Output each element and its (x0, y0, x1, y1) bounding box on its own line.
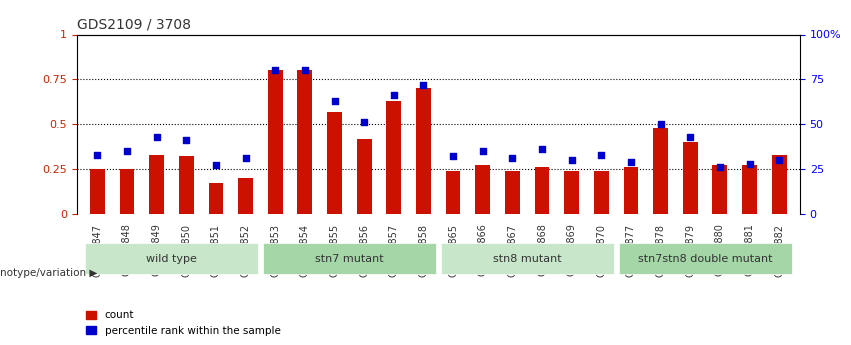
Text: GDS2109 / 3708: GDS2109 / 3708 (77, 18, 191, 32)
Bar (298, 70, 312, 214)
Bar (476, 166, 490, 214)
Point (595, 152, 608, 157)
Bar (534, 167, 550, 214)
Point (180, 138, 193, 143)
Bar (90, 169, 105, 214)
Point (357, 120, 371, 125)
Point (150, 134, 163, 139)
Point (683, 134, 697, 139)
Point (268, 68, 282, 73)
Point (713, 165, 727, 170)
Point (90, 152, 104, 157)
Point (743, 161, 757, 166)
Point (239, 156, 253, 161)
Bar (594, 171, 608, 214)
Point (773, 157, 786, 163)
Text: wild type: wild type (146, 254, 197, 264)
Point (535, 147, 549, 152)
FancyBboxPatch shape (441, 243, 614, 274)
Text: stn7 mutant: stn7 mutant (315, 254, 384, 264)
Bar (268, 70, 283, 214)
Bar (149, 155, 164, 214)
Point (209, 163, 223, 168)
Point (565, 157, 579, 163)
Bar (683, 142, 698, 214)
Point (654, 121, 667, 127)
Legend: count, percentile rank within the sample: count, percentile rank within the sample (82, 306, 285, 340)
Bar (238, 178, 253, 214)
Point (328, 98, 341, 104)
Bar (120, 169, 134, 214)
Bar (624, 167, 638, 214)
Text: stn7stn8 double mutant: stn7stn8 double mutant (637, 254, 773, 264)
FancyBboxPatch shape (619, 243, 792, 274)
Bar (742, 166, 757, 214)
Point (387, 93, 401, 98)
Bar (357, 139, 372, 214)
Bar (654, 128, 668, 214)
FancyBboxPatch shape (85, 243, 259, 274)
Bar (208, 184, 223, 214)
Bar (772, 155, 786, 214)
Point (624, 159, 637, 165)
Point (417, 82, 431, 88)
Point (476, 148, 489, 154)
Bar (712, 166, 728, 214)
Point (120, 148, 134, 154)
Point (505, 156, 519, 161)
Bar (446, 171, 460, 214)
Bar (179, 157, 194, 214)
Point (298, 68, 311, 73)
Bar (327, 112, 342, 214)
FancyBboxPatch shape (263, 243, 437, 274)
Bar (564, 171, 579, 214)
Text: stn8 mutant: stn8 mutant (493, 254, 562, 264)
Text: genotype/variation ▶: genotype/variation ▶ (0, 268, 97, 277)
Bar (505, 171, 520, 214)
Point (446, 154, 460, 159)
Bar (416, 88, 431, 214)
Bar (386, 101, 401, 214)
